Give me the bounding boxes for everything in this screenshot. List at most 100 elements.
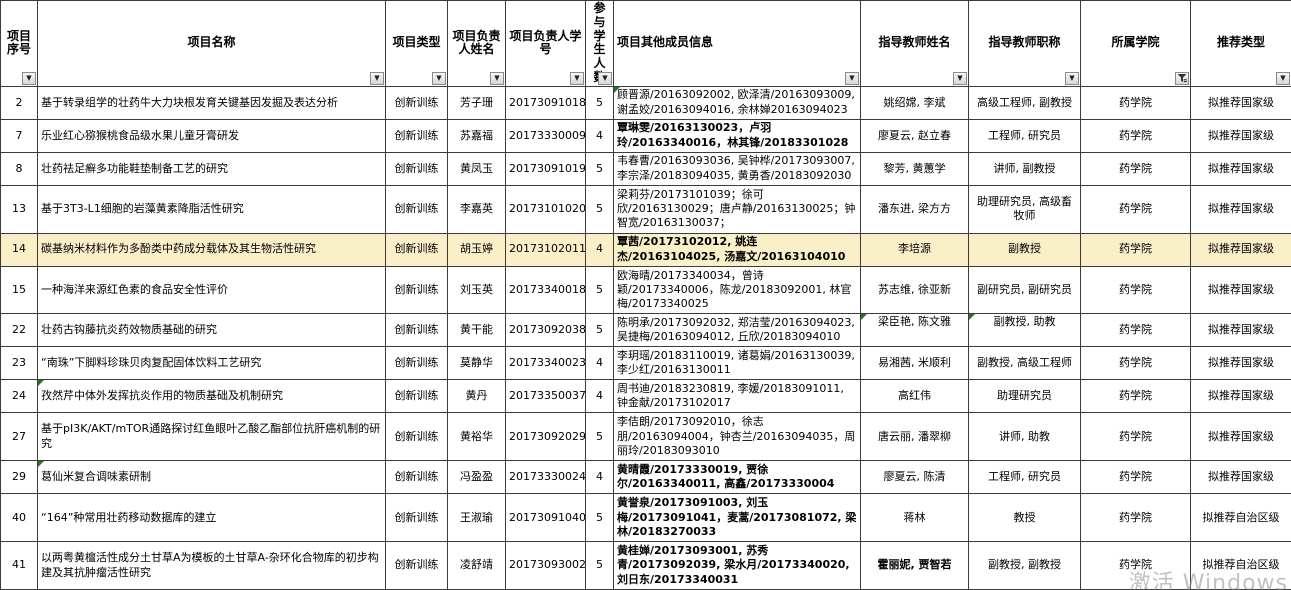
cell-advisor[interactable]: 潘东进, 梁方方 [860,184,969,234]
cell-advisor_title[interactable]: 高级工程师, 副教授 [968,85,1081,120]
cell-type[interactable]: 创新训练 [385,346,448,381]
cell-student_id[interactable]: 20173101020 [505,184,586,234]
cell-leader[interactable]: 黄干能 [447,313,506,348]
cell-advisor_title[interactable]: 副教授, 助教 [968,313,1081,348]
cell-advisor_title[interactable]: 副教授, 副教授 [968,541,1081,590]
cell-members[interactable]: 李玥瑶/20183110019, 诸葛娟/20163130039, 李少红/20… [613,346,861,381]
cell-college[interactable]: 药学院 [1080,118,1191,153]
cell-members[interactable]: 周书迪/20183230819, 李媛/20183091011, 钟金献/201… [613,379,861,414]
cell-student_id[interactable]: 20173330024 [505,460,586,495]
cell-participants[interactable]: 5 [585,184,614,234]
cell-no[interactable]: 22 [0,313,38,348]
cell-leader[interactable]: 芳子珊 [447,85,506,120]
cell-members[interactable]: 欧海晴/20173340034，曾诗颖/20173340006，陈龙/20183… [613,265,861,315]
cell-college[interactable]: 药学院 [1080,151,1191,186]
cell-name[interactable]: 壮药古钩藤抗炎药效物质基础的研究 [37,313,386,348]
cell-participants[interactable]: 5 [585,265,614,315]
cell-advisor[interactable]: 唐云丽, 潘翠柳 [860,412,969,462]
cell-participants[interactable]: 5 [585,151,614,186]
cell-name[interactable]: 一种海洋来源红色素的食品安全性评价 [37,265,386,315]
cell-name[interactable]: “南珠”下脚料珍珠贝肉复配固体饮料工艺研究 [37,346,386,381]
cell-participants[interactable]: 4 [585,118,614,153]
cell-advisor[interactable]: 梁臣艳, 陈文雅 [860,313,969,348]
cell-leader[interactable]: 冯盈盈 [447,460,506,495]
cell-type[interactable]: 创新训练 [385,313,448,348]
cell-recommend[interactable]: 拟推荐国家级 [1190,232,1291,267]
cell-advisor_title[interactable]: 副研究员, 副研究员 [968,265,1081,315]
cell-leader[interactable]: 刘玉英 [447,265,506,315]
cell-college[interactable]: 药学院 [1080,493,1191,543]
cell-college[interactable]: 药学院 [1080,265,1191,315]
cell-participants[interactable]: 5 [585,85,614,120]
cell-advisor[interactable]: 李培源 [860,232,969,267]
cell-college[interactable]: 药学院 [1080,379,1191,414]
header-leader[interactable]: 项目负责人姓名 ▼ [447,0,506,87]
cell-advisor[interactable]: 姚绍嫦, 李斌 [860,85,969,120]
cell-participants[interactable]: 5 [585,313,614,348]
header-no[interactable]: 项目序号 ▼ [0,0,38,87]
cell-recommend[interactable]: 拟推荐国家级 [1190,85,1291,120]
cell-recommend[interactable]: 拟推荐国家级 [1190,118,1291,153]
cell-leader[interactable]: 凌舒靖 [447,541,506,590]
cell-leader[interactable]: 苏嘉福 [447,118,506,153]
cell-recommend[interactable]: 拟推荐国家级 [1190,313,1291,348]
cell-members[interactable]: 顾晋源/20163092002, 欧泽清/20163093009, 谢孟姣/20… [613,85,861,120]
cell-college[interactable]: 药学院 [1080,346,1191,381]
cell-college[interactable]: 药学院 [1080,541,1191,590]
cell-student_id[interactable]: 20173092029 [505,412,586,462]
cell-members[interactable]: 覃琳雯/20163130023，卢羽玲/20163340016，林其锋/2018… [613,118,861,153]
cell-leader[interactable]: 莫静华 [447,346,506,381]
cell-members[interactable]: 韦春曹/20163093036, 吴钟桦/20173093007, 李宗泽/20… [613,151,861,186]
cell-type[interactable]: 创新训练 [385,184,448,234]
cell-type[interactable]: 创新训练 [385,151,448,186]
cell-name[interactable]: 基于转录组学的壮药牛大力块根发育关键基因发掘及表达分析 [37,85,386,120]
cell-recommend[interactable]: 拟推荐国家级 [1190,265,1291,315]
cell-no[interactable]: 15 [0,265,38,315]
cell-advisor[interactable]: 霍丽妮, 贾智若 [860,541,969,590]
cell-student_id[interactable]: 20173330009 [505,118,586,153]
header-members[interactable]: 项目其他成员信息 ▼ [613,0,861,87]
cell-advisor[interactable]: 黎芳, 黄蕙学 [860,151,969,186]
cell-participants[interactable]: 4 [585,460,614,495]
cell-recommend[interactable]: 拟推荐国家级 [1190,379,1291,414]
cell-advisor_title[interactable]: 教授 [968,493,1081,543]
cell-type[interactable]: 创新训练 [385,460,448,495]
cell-college[interactable]: 药学院 [1080,460,1191,495]
cell-type[interactable]: 创新训练 [385,118,448,153]
cell-participants[interactable]: 4 [585,232,614,267]
cell-no[interactable]: 2 [0,85,38,120]
cell-student_id[interactable]: 20173350037 [505,379,586,414]
cell-recommend[interactable]: 拟推荐自治区级 [1190,541,1291,590]
filter-dropdown-icon[interactable]: ▼ [845,71,859,85]
cell-student_id[interactable]: 20173102011 [505,232,586,267]
header-participants[interactable]: 参与学生人数▼ [585,0,614,87]
cell-leader[interactable]: 黄丹 [447,379,506,414]
cell-name[interactable]: 基于3T3-L1细胞的岩藻黄素降脂活性研究 [37,184,386,234]
cell-student_id[interactable]: 20173093002 [505,541,586,590]
cell-leader[interactable]: 黄裕华 [447,412,506,462]
cell-type[interactable]: 创新训练 [385,412,448,462]
filter-dropdown-icon[interactable]: ▼ [1065,71,1079,85]
cell-type[interactable]: 创新训练 [385,85,448,120]
cell-college[interactable]: 药学院 [1080,184,1191,234]
cell-leader[interactable]: 黄凤玉 [447,151,506,186]
cell-type[interactable]: 创新训练 [385,379,448,414]
filter-dropdown-icon[interactable]: ▼ [598,71,612,85]
header-college[interactable]: 所属学院 [1080,0,1191,87]
cell-name[interactable]: 以两粤黄檀活性成分土甘草A为模板的土甘草A-杂环化合物库的初步构建及其抗肿瘤活性… [37,541,386,590]
cell-student_id[interactable]: 20173340023 [505,346,586,381]
cell-type[interactable]: 创新训练 [385,493,448,543]
cell-advisor_title[interactable]: 工程师, 研究员 [968,118,1081,153]
cell-college[interactable]: 药学院 [1080,85,1191,120]
cell-name[interactable]: 壮药祛足癣多功能鞋垫制备工艺的研究 [37,151,386,186]
cell-participants[interactable]: 5 [585,541,614,590]
cell-no[interactable]: 14 [0,232,38,267]
cell-college[interactable]: 药学院 [1080,232,1191,267]
cell-advisor_title[interactable]: 工程师, 研究员 [968,460,1081,495]
cell-no[interactable]: 40 [0,493,38,543]
cell-no[interactable]: 24 [0,379,38,414]
cell-college[interactable]: 药学院 [1080,313,1191,348]
cell-no[interactable]: 41 [0,541,38,590]
cell-student_id[interactable]: 20173091018 [505,85,586,120]
cell-no[interactable]: 7 [0,118,38,153]
